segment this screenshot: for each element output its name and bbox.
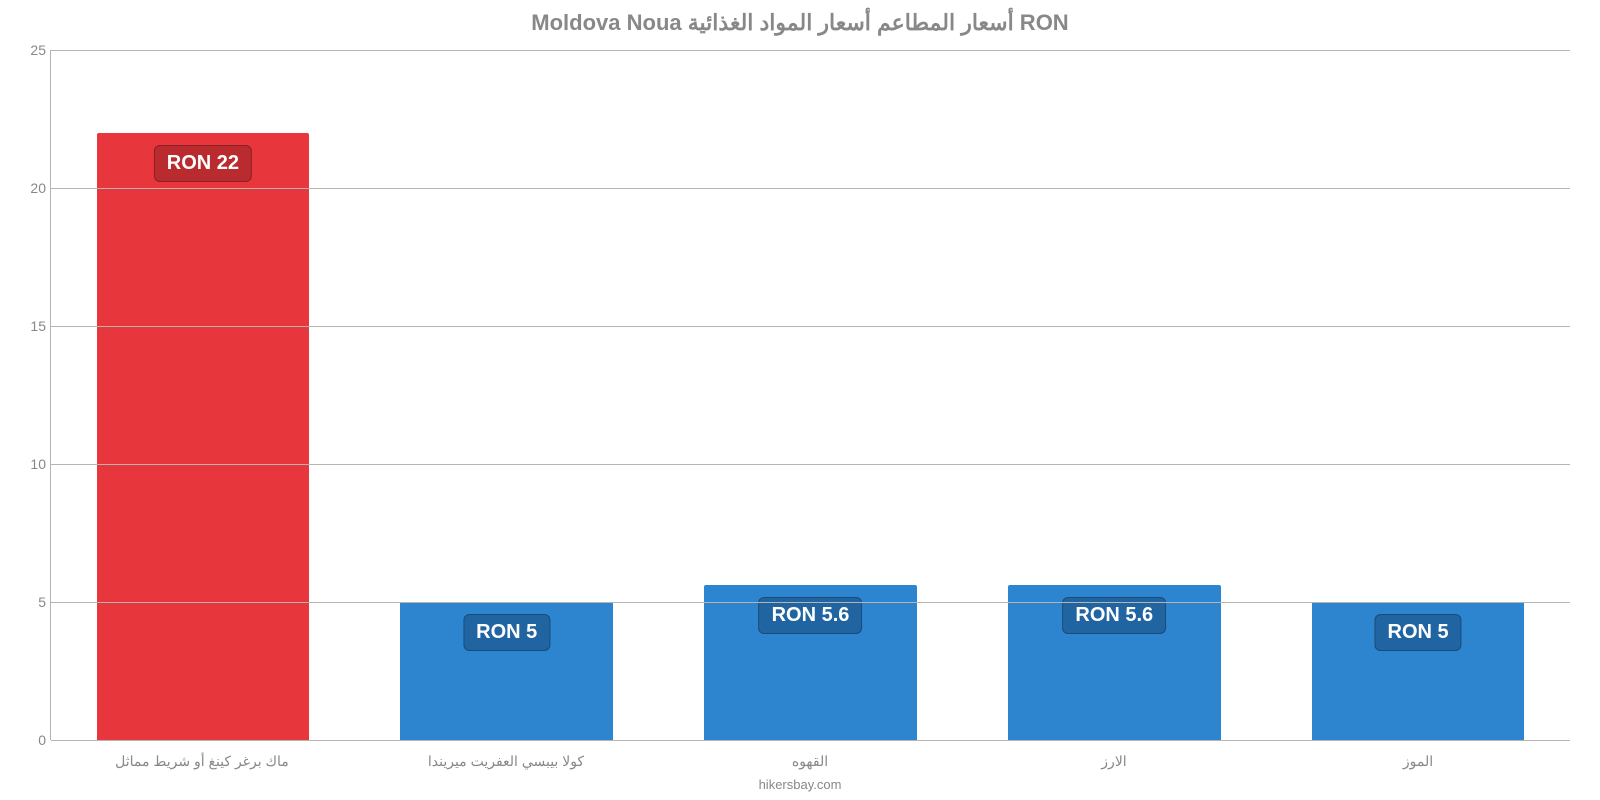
chart-container: Moldova Noua أسعار المطاعم أسعار المواد … [0,0,1600,800]
bar-slot: RON 22 [51,50,355,740]
x-tick-label: الموز [1266,753,1570,770]
bar-slot: RON 5.6 [659,50,963,740]
bar-value-badge: RON 5.6 [759,597,863,634]
gridline [51,464,1570,465]
x-tick-label: كولا بيبسي العفريت ميريندا [354,753,658,770]
x-axis-labels: ماك برغر كينغ أو شريط مماثلكولا بيبسي ال… [50,753,1570,770]
bar-value-badge: RON 5.6 [1062,597,1166,634]
chart-title: Moldova Noua أسعار المطاعم أسعار المواد … [0,10,1600,36]
x-tick-label: ماك برغر كينغ أو شريط مماثل [50,753,354,770]
bars-row: RON 22 RON 5 RON 5.6 RON 5.6 RON 5 [51,50,1570,740]
bar-value-badge: RON 5 [463,614,550,651]
x-tick-label: الارز [962,753,1266,770]
bar-value-badge: RON 5 [1375,614,1462,651]
bar-value-badge: RON 22 [154,145,252,182]
gridline [51,740,1570,741]
attribution-text: hikersbay.com [0,777,1600,792]
bar: RON 5.6 [1008,585,1221,740]
y-tick-label: 25 [11,42,46,58]
bar-slot: RON 5.6 [962,50,1266,740]
plot-area: RON 22RON 5RON 5.6RON 5.6RON 5 051015202… [50,50,1570,740]
y-tick-label: 0 [11,732,46,748]
bar-slot: RON 5 [1266,50,1570,740]
gridline [51,188,1570,189]
gridline [51,326,1570,327]
bar-slot: RON 5 [355,50,659,740]
bar: RON 5 [1312,602,1525,740]
bar: RON 5.6 [704,585,917,740]
bar: RON 5 [400,602,613,740]
y-tick-label: 20 [11,180,46,196]
gridline [51,50,1570,51]
y-tick-label: 15 [11,318,46,334]
y-tick-label: 10 [11,456,46,472]
y-tick-label: 5 [11,594,46,610]
gridline [51,602,1570,603]
x-tick-label: القهوه [658,753,962,770]
bar: RON 22 [97,133,310,740]
